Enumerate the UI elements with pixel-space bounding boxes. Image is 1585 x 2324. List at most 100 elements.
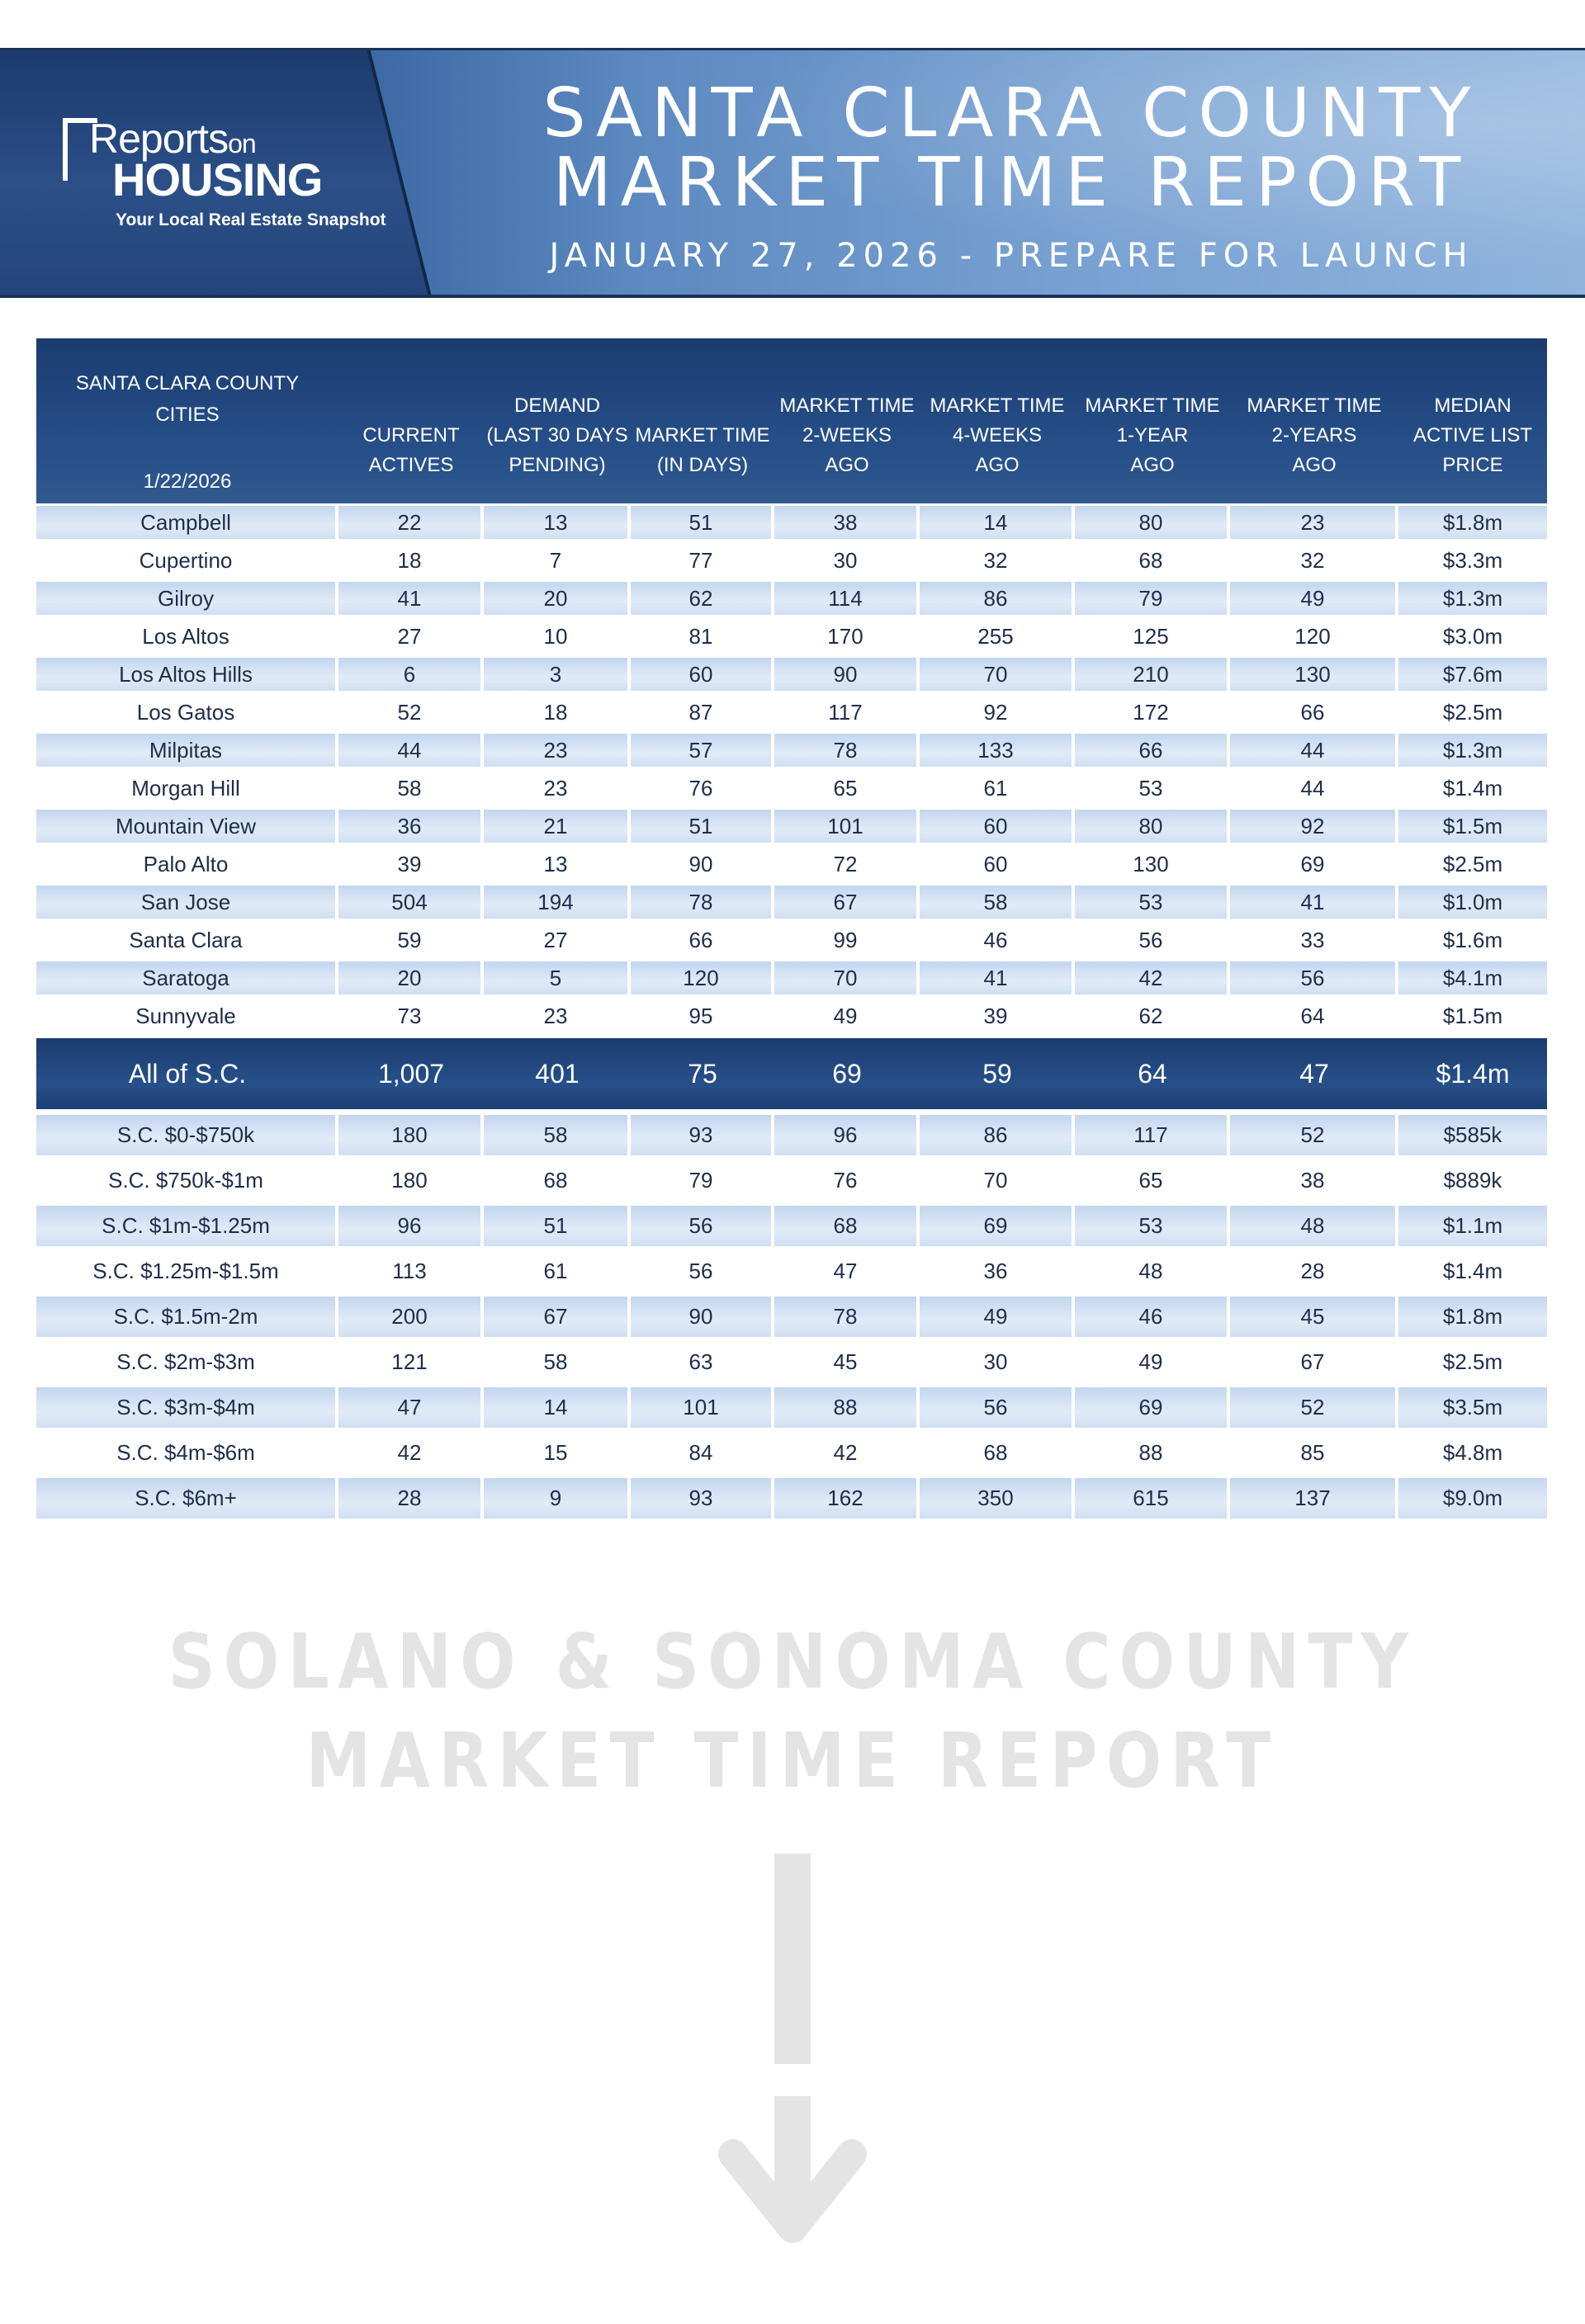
header-market-time: MARKET TIME (IN DAYS) xyxy=(635,424,770,476)
cell-demand: 13 xyxy=(484,848,631,881)
cell-current-actives: 6 xyxy=(338,658,484,691)
cell-market-time-2-weeks: 96 xyxy=(774,1115,920,1155)
cell-label: S.C. $1.25m-$1.5m xyxy=(36,1251,338,1292)
cell-market-time: 60 xyxy=(631,658,774,691)
cell-label: Gilroy xyxy=(36,582,338,615)
price-range-row: S.C. $4m-$6m 42 15 84 42 68 88 85 $4.8m xyxy=(36,1430,1547,1476)
cell-market-time: 77 xyxy=(631,544,774,577)
county-total-row: All of S.C. 1,007 401 75 69 59 64 47 $1.… xyxy=(36,1038,1547,1109)
cell-median-price: $1.1m xyxy=(1398,1206,1547,1246)
cell-market-time: 90 xyxy=(631,1297,774,1337)
header-current-actives: CURRENT ACTIVES xyxy=(362,424,460,476)
cell-market-time-2-weeks: 30 xyxy=(774,544,920,577)
cell-label: Milpitas xyxy=(36,734,338,767)
cell-label: S.C. $1.5m-2m xyxy=(36,1297,338,1337)
cell-label: Campbell xyxy=(36,506,338,539)
header-median-price: MEDIAN ACTIVE LIST PRICE xyxy=(1412,394,1533,476)
cell-median-price: $1.3m xyxy=(1398,734,1547,767)
logo-house-icon xyxy=(63,118,97,181)
cell-demand: 18 xyxy=(484,696,631,729)
cell-market-time: 56 xyxy=(631,1251,774,1292)
price-range-rows: S.C. $0-$750k 180 58 93 96 86 117 52 $585k S.C. $… xyxy=(36,1112,1547,1521)
cell-market-time: 101 xyxy=(631,1387,774,1428)
cell-market-time-4-weeks: 68 xyxy=(920,1433,1075,1473)
total-market-time-2-weeks: 69 xyxy=(832,1059,862,1089)
price-range-row: S.C. $0-$750k 180 58 93 96 86 117 52 $585k xyxy=(36,1112,1547,1158)
cell-market-time-4-weeks: 133 xyxy=(920,734,1075,767)
cell-demand: 51 xyxy=(484,1206,631,1246)
cell-market-time-2-years: 52 xyxy=(1230,1115,1398,1155)
cell-current-actives: 180 xyxy=(338,1160,484,1201)
cell-label: Los Altos xyxy=(36,620,338,653)
cell-current-actives: 58 xyxy=(338,772,484,805)
cell-market-time-2-weeks: 42 xyxy=(774,1433,920,1473)
cell-market-time-1-year: 56 xyxy=(1075,923,1230,957)
cell-market-time-4-weeks: 14 xyxy=(920,506,1075,539)
cell-market-time: 93 xyxy=(631,1478,774,1519)
cell-current-actives: 20 xyxy=(338,961,484,994)
city-row: Campbell 22 13 51 38 14 80 23 $1.8m xyxy=(36,503,1547,541)
cell-market-time-4-weeks: 36 xyxy=(920,1251,1075,1292)
cell-market-time-2-years: 28 xyxy=(1230,1251,1398,1292)
cell-market-time-1-year: 210 xyxy=(1075,658,1230,691)
cell-label: S.C. $4m-$6m xyxy=(36,1433,338,1473)
cell-market-time-4-weeks: 41 xyxy=(920,961,1075,994)
cell-market-time-2-weeks: 70 xyxy=(774,961,920,994)
cell-market-time: 87 xyxy=(631,696,774,729)
cell-demand: 5 xyxy=(484,961,631,994)
cell-market-time-2-years: 85 xyxy=(1230,1433,1398,1473)
cell-market-time-4-weeks: 32 xyxy=(920,544,1075,577)
city-row: Mountain View 36 21 51 101 60 80 92 $1.5m xyxy=(36,807,1547,845)
price-range-row: S.C. $6m+ 28 9 93 162 350 615 137 $9.0m xyxy=(36,1476,1547,1521)
cell-median-price: $2.5m xyxy=(1398,696,1547,729)
cell-market-time-2-years: 49 xyxy=(1230,582,1398,615)
cell-current-actives: 42 xyxy=(338,1433,484,1473)
cell-median-price: $4.1m xyxy=(1398,961,1547,994)
cell-market-time-1-year: 117 xyxy=(1075,1115,1230,1155)
cell-market-time-2-weeks: 67 xyxy=(774,886,920,919)
cell-current-actives: 121 xyxy=(338,1342,484,1382)
cell-market-time-4-weeks: 69 xyxy=(920,1206,1075,1246)
cell-market-time-2-years: 137 xyxy=(1230,1478,1398,1519)
cell-label: S.C. $2m-$3m xyxy=(36,1342,338,1382)
header-market-time-4-weeks: MARKET TIME 4-WEEKS AGO xyxy=(930,394,1065,476)
header-market-time-2-years: MARKET TIME 2-YEARS AGO xyxy=(1247,394,1382,476)
cell-market-time-4-weeks: 60 xyxy=(920,810,1075,843)
cell-label: Los Gatos xyxy=(36,696,338,729)
cell-current-actives: 96 xyxy=(338,1206,484,1246)
cell-market-time-1-year: 130 xyxy=(1075,848,1230,881)
cell-market-time-2-years: 38 xyxy=(1230,1160,1398,1201)
cell-market-time-2-weeks: 72 xyxy=(774,848,920,881)
cell-market-time-4-weeks: 92 xyxy=(920,696,1075,729)
cell-market-time-2-years: 64 xyxy=(1230,999,1398,1032)
header-demand: DEMAND (LAST 30 DAYS PENDING) xyxy=(486,394,628,476)
cell-current-actives: 47 xyxy=(338,1387,484,1428)
cell-median-price: $7.6m xyxy=(1398,658,1547,691)
header-cities: SANTA CLARA COUNTY CITIES xyxy=(75,372,300,426)
cell-label: S.C. $1m-$1.25m xyxy=(36,1206,338,1246)
logo-word-reports: Reportson xyxy=(89,116,257,162)
cell-market-time-1-year: 53 xyxy=(1075,772,1230,805)
city-row: Cupertino 18 7 77 30 32 68 32 $3.3m xyxy=(36,541,1547,579)
cell-market-time: 63 xyxy=(631,1342,774,1382)
market-time-table: SANTA CLARA COUNTY CITIES 1/22/2026 CURR… xyxy=(36,338,1547,1521)
header-market-time-2-weeks: MARKET TIME 2-WEEKS AGO xyxy=(779,394,915,476)
cell-label: Cupertino xyxy=(36,544,338,577)
cell-market-time-4-weeks: 56 xyxy=(920,1387,1075,1428)
total-market-time-2-years: 47 xyxy=(1299,1059,1329,1089)
cell-market-time-4-weeks: 61 xyxy=(920,772,1075,805)
cell-market-time-2-years: 41 xyxy=(1230,886,1398,919)
city-row: Saratoga 20 5 120 70 41 42 56 $4.1m xyxy=(36,959,1547,997)
cell-market-time: 76 xyxy=(631,772,774,805)
cell-market-time-1-year: 79 xyxy=(1075,582,1230,615)
cell-median-price: $585k xyxy=(1398,1115,1547,1155)
cell-market-time-1-year: 66 xyxy=(1075,734,1230,767)
next-report-teaser-line2: MARKET TIME REPORT xyxy=(305,1717,1280,1805)
logo-word-housing: HOUSING xyxy=(112,154,323,205)
cell-current-actives: 41 xyxy=(338,582,484,615)
city-rows: Campbell 22 13 51 38 14 80 23 $1.8m Cupertino 18 7 7… xyxy=(36,503,1547,1035)
cell-market-time-2-weeks: 45 xyxy=(774,1342,920,1382)
cell-market-time-2-years: 120 xyxy=(1230,620,1398,653)
cell-market-time: 62 xyxy=(631,582,774,615)
cell-market-time-1-year: 68 xyxy=(1075,544,1230,577)
